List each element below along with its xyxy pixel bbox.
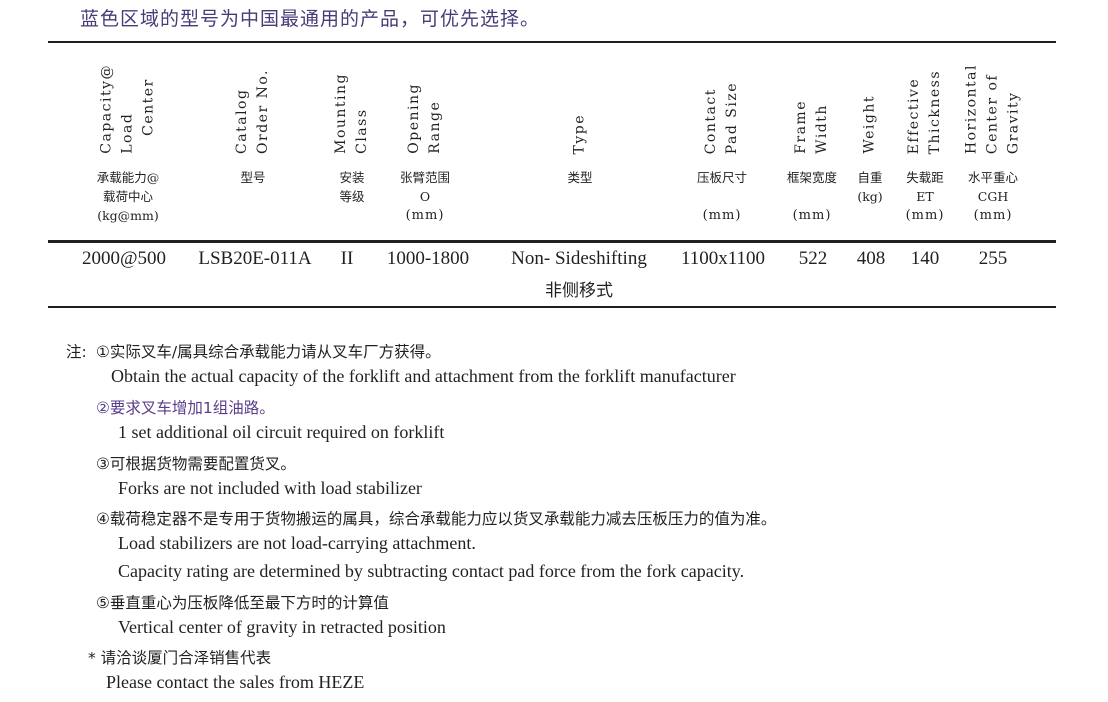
header-et-unit: (mm)	[905, 208, 945, 223]
cell-pad-size: 1100x1100	[680, 248, 766, 269]
header-capacity-en: Capacity@ Load Center	[98, 64, 157, 154]
header-catalog-en: Catalog Order No.	[234, 69, 271, 154]
header-mounting-cn: 安装 等级	[339, 170, 365, 204]
table-header-rule	[48, 240, 1056, 243]
cell-weight: 408	[856, 248, 886, 269]
header-et-cn: 失载距 ET	[906, 170, 944, 204]
header-et-en: Effective Thickness	[906, 69, 943, 154]
page-title: 蓝色区域的型号为中国最通用的产品，可优先选择。	[80, 8, 541, 30]
header-type-en: Type	[571, 113, 588, 155]
note-1-cn: ①实际叉车/属具综合承载能力请从叉车厂方获得。	[96, 343, 441, 361]
header-frame-width-unit: (mm)	[792, 208, 832, 223]
cell-catalog: LSB20E-011A	[198, 248, 312, 269]
header-pad-size-unit: (mm)	[702, 208, 742, 223]
note-3-cn: ③可根据货物需要配置货叉。	[96, 455, 296, 473]
cell-mounting: II	[340, 248, 354, 269]
note-5-cn: ⑤垂直重心为压板降低至最下方时的计算值	[96, 594, 389, 612]
note-2-en: 1 set additional oil circuit required on…	[118, 422, 445, 442]
note-2-cn: ②要求叉车增加1组油路。	[96, 399, 275, 417]
note-4-cn: ④载荷稳定器不是专用于货物搬运的属具，综合承载能力应以货叉承载能力减去压板压力的…	[96, 510, 777, 528]
cell-opening: 1000-1800	[386, 248, 470, 269]
header-catalog-cn: 型号	[240, 170, 266, 185]
note-5-en: Vertical center of gravity in retracted …	[118, 617, 446, 637]
header-cgh-unit: (mm)	[973, 208, 1013, 223]
cell-frame-width: 522	[798, 248, 828, 269]
header-opening-en: Opening Range	[406, 83, 443, 154]
notes-prefix: 注:	[66, 343, 87, 361]
header-type-cn: 类型	[567, 170, 593, 185]
note-1-en: Obtain the actual capacity of the forkli…	[111, 366, 736, 386]
header-cgh-en: Horizontal Center of Gravity	[963, 63, 1022, 154]
note-6-cn: * 请洽谈厦门合泽销售代表	[88, 649, 272, 667]
table-top-rule	[48, 41, 1056, 43]
note-4-en-1: Load stabilizers are not load-carrying a…	[118, 533, 476, 553]
cell-capacity: 2000@500	[82, 248, 166, 269]
header-mounting-en: Mounting Class	[333, 73, 370, 154]
table-bottom-rule	[48, 306, 1056, 308]
header-frame-width-en: Frame Width	[793, 100, 830, 154]
header-pad-size-en: Contact Pad Size	[703, 81, 740, 154]
header-frame-width-cn: 框架宽度	[786, 170, 838, 185]
cell-type: Non- Sideshifting	[511, 248, 647, 269]
header-weight-en: Weight	[861, 95, 878, 154]
header-opening-unit: (mm)	[405, 208, 445, 223]
note-6-en: Please contact the sales from HEZE	[106, 672, 365, 692]
note-3-en: Forks are not included with load stabili…	[118, 478, 422, 498]
note-4-en-2: Capacity rating are determined by subtra…	[118, 561, 745, 581]
cell-cgh: 255	[978, 248, 1008, 269]
header-capacity-cn: 承载能力@ 载荷中心 (kg@mm)	[96, 170, 160, 223]
header-opening-cn: 张臂范围 O	[399, 170, 451, 204]
header-pad-size-cn: 压板尺寸	[696, 170, 748, 185]
cell-et: 140	[910, 248, 940, 269]
header-cgh-cn: 水平重心 CGH	[967, 170, 1019, 204]
header-weight-cn: 自重 (kg)	[857, 170, 883, 204]
cell-type-cn: 非侧移式	[545, 281, 613, 301]
